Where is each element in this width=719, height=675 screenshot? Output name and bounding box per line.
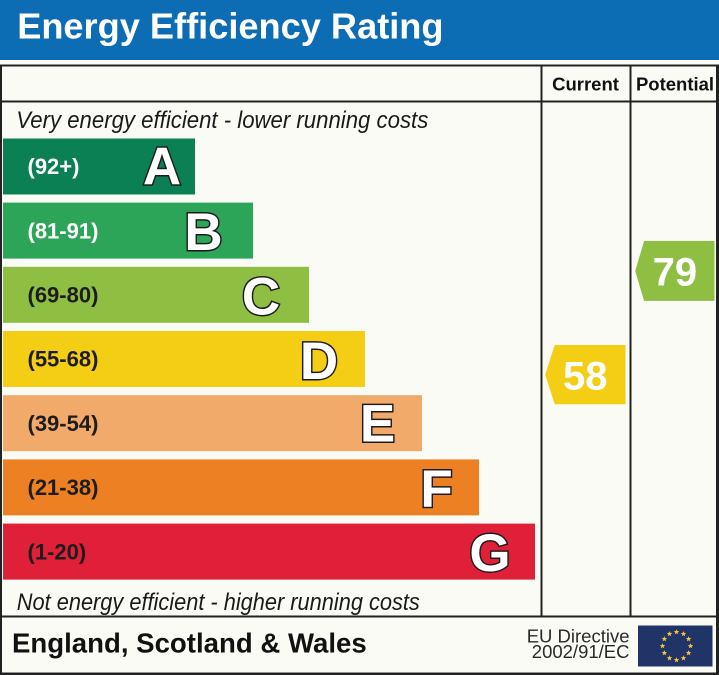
svg-text:(21-38): (21-38) (28, 475, 99, 500)
svg-text:(55-68): (55-68) (28, 347, 99, 372)
svg-text:2002/91/EC: 2002/91/EC (532, 641, 630, 662)
svg-text:England, Scotland & Wales: England, Scotland & Wales (12, 628, 367, 659)
svg-text:Potential: Potential (636, 74, 714, 95)
svg-text:Very energy efficient - lower: Very energy efficient - lower running co… (16, 107, 428, 134)
svg-text:Not energy efficient - higher: Not energy efficient - higher running co… (17, 589, 420, 616)
svg-text:G: G (469, 524, 510, 583)
svg-text:(92+): (92+) (28, 154, 80, 179)
svg-text:Energy Efficiency Rating: Energy Efficiency Rating (17, 6, 443, 47)
svg-text:Current: Current (552, 74, 619, 95)
svg-text:(69-80): (69-80) (28, 283, 99, 308)
svg-text:E: E (360, 394, 395, 453)
svg-text:(1-20): (1-20) (28, 539, 87, 564)
svg-text:B: B (184, 203, 222, 262)
svg-text:D: D (300, 332, 338, 391)
svg-text:(81-91): (81-91) (28, 218, 99, 243)
svg-text:F: F (420, 460, 452, 519)
svg-text:58: 58 (563, 354, 608, 398)
svg-text:79: 79 (653, 251, 698, 295)
svg-text:EU Directive: EU Directive (527, 626, 630, 647)
svg-text:A: A (143, 138, 181, 197)
svg-text:C: C (242, 267, 280, 326)
svg-text:(39-54): (39-54) (28, 411, 99, 436)
